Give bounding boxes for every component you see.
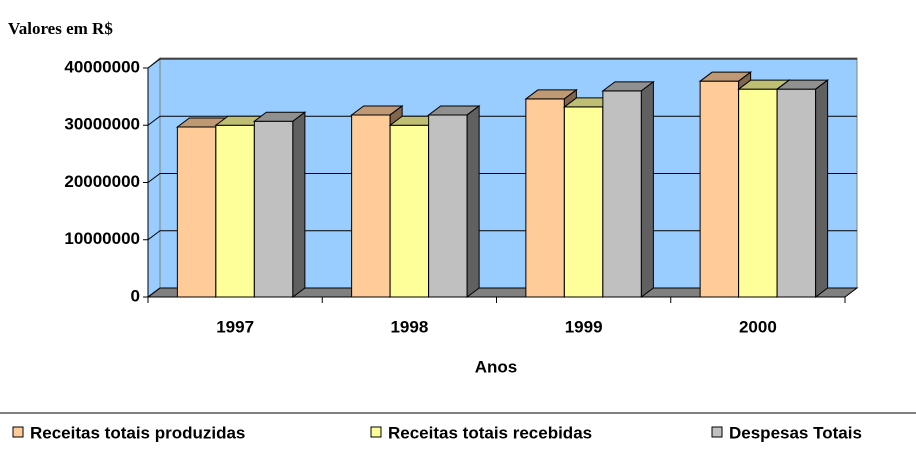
legend-label: Receitas totais produzidas — [30, 423, 245, 442]
y-tick-label: 0 — [131, 286, 140, 305]
legend-swatch — [711, 426, 723, 438]
x-tick-label: 1998 — [390, 317, 428, 336]
y-tick-label: 40000000 — [64, 57, 140, 76]
y-axis-title: Valores em R$ — [8, 19, 113, 38]
x-tick-label: 1997 — [216, 317, 254, 336]
y-tick-label: 10000000 — [64, 229, 140, 248]
bar — [351, 114, 391, 298]
y-tick-label: 30000000 — [64, 115, 140, 134]
bar — [176, 126, 217, 298]
legend-swatch — [370, 426, 382, 438]
grid-line — [147, 58, 857, 69]
legend-swatch — [12, 426, 24, 438]
bar — [776, 88, 817, 298]
bar — [738, 88, 778, 298]
bar — [602, 90, 642, 298]
bar — [525, 98, 565, 298]
bar — [253, 120, 294, 298]
x-tick-label: 1999 — [565, 317, 603, 336]
x-tick-label: 2000 — [739, 317, 777, 336]
bar — [699, 80, 740, 298]
x-axis-title: Anos — [475, 357, 518, 376]
y-tick-label: 20000000 — [64, 172, 140, 191]
bar — [563, 106, 604, 298]
bar-side — [815, 79, 829, 298]
bar — [428, 114, 468, 298]
bar-side — [292, 111, 306, 298]
bar — [389, 124, 430, 298]
bar — [215, 124, 255, 298]
bar-side — [640, 80, 654, 298]
legend-label: Despesas Totais — [729, 423, 862, 442]
legend-label: Receitas totais recebidas — [388, 423, 592, 442]
bar-side — [466, 104, 480, 298]
